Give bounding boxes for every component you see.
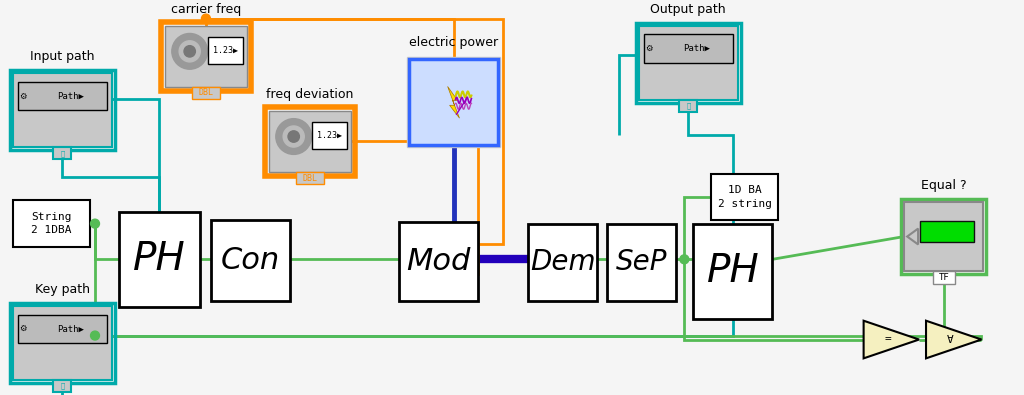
- Text: ⚙: ⚙: [19, 92, 27, 101]
- Bar: [901, 199, 986, 274]
- Bar: [12, 200, 90, 247]
- Bar: [409, 59, 498, 145]
- Text: Path▶: Path▶: [56, 324, 84, 333]
- Text: Dem: Dem: [529, 248, 595, 276]
- Text: 1.23▶: 1.23▶: [317, 131, 342, 140]
- Text: Con: Con: [221, 246, 281, 275]
- Circle shape: [172, 34, 208, 69]
- Bar: [10, 70, 115, 150]
- Text: Equal ?: Equal ?: [921, 179, 967, 192]
- Circle shape: [90, 219, 99, 228]
- Bar: [639, 26, 738, 100]
- Text: freq deviation: freq deviation: [266, 88, 353, 101]
- Text: Path▶: Path▶: [56, 92, 84, 101]
- Text: SeP: SeP: [616, 248, 668, 276]
- Bar: [208, 37, 244, 64]
- Bar: [296, 172, 324, 184]
- Text: carrier freq: carrier freq: [171, 3, 241, 16]
- Bar: [527, 224, 597, 301]
- Bar: [607, 224, 677, 301]
- Circle shape: [680, 255, 689, 264]
- Text: electric power: electric power: [409, 36, 498, 49]
- Bar: [644, 34, 733, 63]
- Text: PH: PH: [133, 240, 185, 278]
- Circle shape: [275, 118, 311, 154]
- Bar: [904, 202, 983, 271]
- Text: =: =: [884, 335, 891, 344]
- Polygon shape: [863, 321, 920, 358]
- Bar: [693, 224, 772, 319]
- Circle shape: [288, 131, 299, 142]
- Text: PH: PH: [707, 252, 759, 290]
- Polygon shape: [447, 87, 460, 118]
- Bar: [17, 315, 106, 343]
- Text: ⌗: ⌗: [686, 102, 690, 109]
- Circle shape: [184, 46, 196, 57]
- Text: TF: TF: [938, 273, 949, 282]
- Bar: [933, 271, 954, 284]
- Bar: [399, 222, 478, 301]
- Text: DBL: DBL: [302, 173, 317, 182]
- Bar: [265, 107, 354, 176]
- Text: ⚙: ⚙: [645, 44, 652, 53]
- Bar: [12, 73, 112, 147]
- Bar: [711, 174, 778, 220]
- Circle shape: [202, 14, 210, 23]
- Bar: [407, 57, 500, 147]
- Text: Input path: Input path: [30, 50, 94, 63]
- Bar: [211, 220, 290, 301]
- Bar: [12, 306, 112, 380]
- Bar: [10, 303, 115, 383]
- Circle shape: [179, 41, 201, 62]
- Text: Path▶: Path▶: [683, 44, 710, 53]
- Bar: [53, 380, 72, 392]
- Text: ∀: ∀: [946, 335, 953, 344]
- Bar: [165, 26, 247, 87]
- Bar: [636, 23, 740, 103]
- Polygon shape: [907, 229, 919, 245]
- Bar: [17, 82, 106, 110]
- Circle shape: [90, 331, 99, 340]
- Text: ⌗: ⌗: [60, 383, 65, 389]
- Text: Output path: Output path: [650, 3, 726, 16]
- Bar: [679, 100, 697, 112]
- Bar: [921, 221, 974, 242]
- Bar: [162, 22, 251, 91]
- Text: DBL: DBL: [199, 88, 213, 98]
- Text: ⚙: ⚙: [19, 324, 27, 333]
- Bar: [193, 87, 220, 99]
- Text: Key path: Key path: [35, 283, 90, 296]
- Bar: [269, 111, 350, 172]
- Circle shape: [284, 126, 304, 147]
- Text: Mod: Mod: [407, 247, 471, 276]
- Bar: [119, 212, 200, 307]
- Text: ⌗: ⌗: [60, 150, 65, 157]
- Polygon shape: [926, 321, 981, 358]
- Bar: [311, 122, 347, 149]
- Text: 1.23▶: 1.23▶: [213, 45, 238, 55]
- Text: 1D BA
2 string: 1D BA 2 string: [718, 185, 772, 209]
- Bar: [53, 147, 72, 159]
- Text: String
2 1DBA: String 2 1DBA: [31, 212, 72, 235]
